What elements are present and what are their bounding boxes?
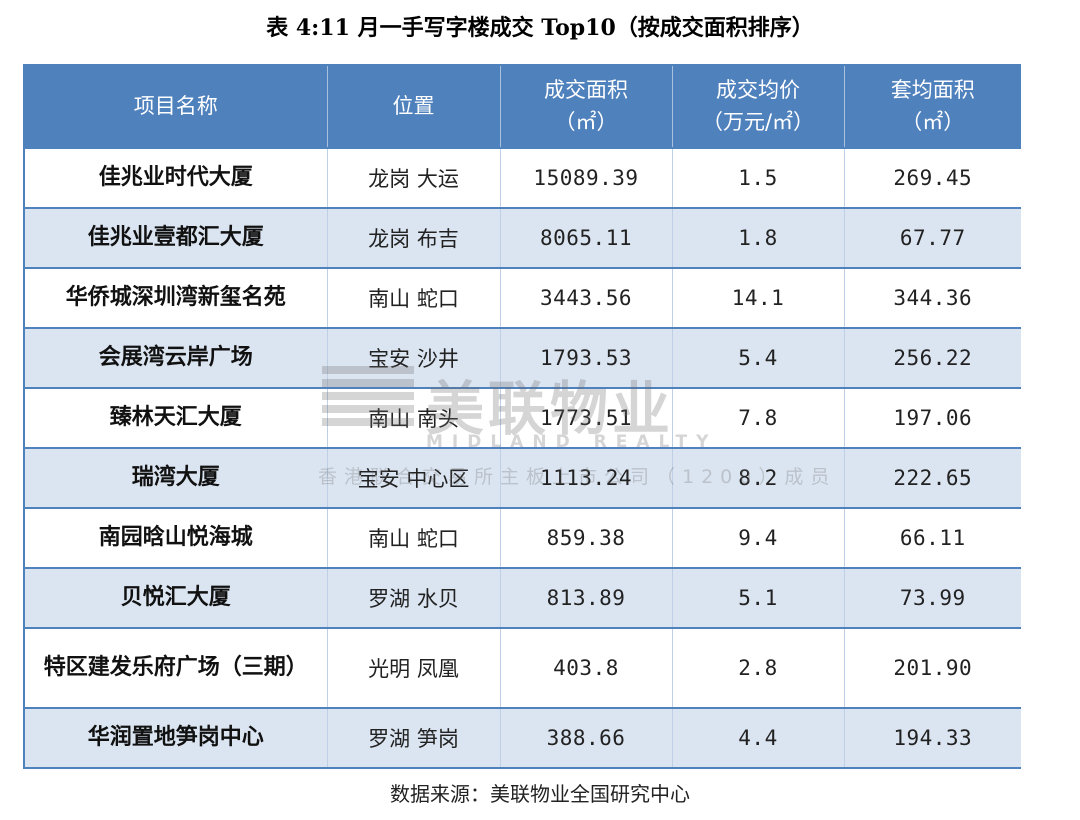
cell-price: 5.4 xyxy=(672,327,845,388)
cell-area: 859.38 xyxy=(500,507,673,568)
table-row: 华润置地笋岗中心 罗湖 笋岗 388.66 4.4 194.33 xyxy=(25,707,1021,767)
cell-avg-area: 344.36 xyxy=(844,267,1021,328)
cell-location: 罗湖 笋岗 xyxy=(327,707,501,767)
table-header-row: 项目名称 位置 成交面积 （㎡） 成交均价 （万元/㎡） 套均面积 （㎡） xyxy=(25,66,1021,148)
cell-area: 8065.11 xyxy=(500,207,673,268)
table-row: 南园晗山悦海城 南山 蛇口 859.38 9.4 66.11 xyxy=(25,507,1021,568)
cell-area: 15089.39 xyxy=(500,147,673,208)
cell-location: 罗湖 水贝 xyxy=(327,567,501,628)
table-row: 瑞湾大厦 宝安 中心区 1113.24 8.2 222.65 xyxy=(25,447,1021,508)
cell-price: 14.1 xyxy=(672,267,845,328)
cell-area: 403.8 xyxy=(500,627,673,708)
table-row: 臻林天汇大厦 南山 南头 1773.51 7.8 197.06 xyxy=(25,387,1021,448)
cell-price: 1.8 xyxy=(672,207,845,268)
cell-area: 1773.51 xyxy=(500,387,673,448)
cell-name: 会展湾云岸广场 xyxy=(25,327,328,388)
cell-price: 9.4 xyxy=(672,507,845,568)
table-title: 表 4:11 月一手写字楼成交 Top10（按成交面积排序） xyxy=(266,15,814,41)
cell-location: 光明 凤凰 xyxy=(327,627,501,708)
header-name: 项目名称 xyxy=(25,66,328,148)
source-note: 数据来源：美联物业全国研究中心 xyxy=(390,782,690,806)
cell-price: 8.2 xyxy=(672,447,845,508)
data-table-container: 项目名称 位置 成交面积 （㎡） 成交均价 （万元/㎡） 套均面积 （㎡） 佳兆业时代… xyxy=(23,64,1021,769)
cell-location: 南山 蛇口 xyxy=(327,267,501,328)
cell-name: 臻林天汇大厦 xyxy=(25,387,328,448)
cell-price: 1.5 xyxy=(672,147,845,208)
cell-avg-area: 269.45 xyxy=(844,147,1021,208)
cell-name: 华润置地笋岗中心 xyxy=(25,707,328,767)
cell-location: 龙岗 大运 xyxy=(327,147,501,208)
cell-area: 388.66 xyxy=(500,707,673,767)
cell-avg-area: 197.06 xyxy=(844,387,1021,448)
cell-location: 南山 南头 xyxy=(327,387,501,448)
cell-avg-area: 67.77 xyxy=(844,207,1021,268)
cell-name: 佳兆业时代大厦 xyxy=(25,147,328,208)
cell-avg-area: 194.33 xyxy=(844,707,1021,767)
data-table: 项目名称 位置 成交面积 （㎡） 成交均价 （万元/㎡） 套均面积 （㎡） 佳兆业时代… xyxy=(25,66,1021,767)
table-row: 会展湾云岸广场 宝安 沙井 1793.53 5.4 256.22 xyxy=(25,327,1021,388)
cell-avg-area: 66.11 xyxy=(844,507,1021,568)
table-row: 佳兆业壹都汇大厦 龙岗 布吉 8065.11 1.8 67.77 xyxy=(25,207,1021,268)
cell-area: 1113.24 xyxy=(500,447,673,508)
cell-avg-area: 222.65 xyxy=(844,447,1021,508)
cell-name: 佳兆业壹都汇大厦 xyxy=(25,207,328,268)
header-price: 成交均价 （万元/㎡） xyxy=(672,66,845,148)
header-location: 位置 xyxy=(327,66,501,148)
cell-area: 1793.53 xyxy=(500,327,673,388)
cell-price: 7.8 xyxy=(672,387,845,448)
cell-avg-area: 256.22 xyxy=(844,327,1021,388)
cell-location: 龙岗 布吉 xyxy=(327,207,501,268)
header-avg-area: 套均面积 （㎡） xyxy=(844,66,1021,148)
table-row: 贝悦汇大厦 罗湖 水贝 813.89 5.1 73.99 xyxy=(25,567,1021,628)
table-row: 特区建发乐府广场（三期） 光明 凤凰 403.8 2.8 201.90 xyxy=(25,627,1021,708)
cell-location: 南山 蛇口 xyxy=(327,507,501,568)
cell-location: 宝安 中心区 xyxy=(327,447,501,508)
table-row: 佳兆业时代大厦 龙岗 大运 15089.39 1.5 269.45 xyxy=(25,147,1021,208)
cell-name: 南园晗山悦海城 xyxy=(25,507,328,568)
cell-name: 华侨城深圳湾新玺名苑 xyxy=(25,267,328,328)
cell-area: 813.89 xyxy=(500,567,673,628)
cell-name: 贝悦汇大厦 xyxy=(25,567,328,628)
cell-price: 5.1 xyxy=(672,567,845,628)
cell-location: 宝安 沙井 xyxy=(327,327,501,388)
cell-area: 3443.56 xyxy=(500,267,673,328)
cell-avg-area: 201.90 xyxy=(844,627,1021,708)
table-row: 华侨城深圳湾新玺名苑 南山 蛇口 3443.56 14.1 344.36 xyxy=(25,267,1021,328)
cell-avg-area: 73.99 xyxy=(844,567,1021,628)
cell-price: 2.8 xyxy=(672,627,845,708)
cell-price: 4.4 xyxy=(672,707,845,767)
header-area: 成交面积 （㎡） xyxy=(500,66,673,148)
cell-name: 瑞湾大厦 xyxy=(25,447,328,508)
cell-name: 特区建发乐府广场（三期） xyxy=(25,627,328,708)
